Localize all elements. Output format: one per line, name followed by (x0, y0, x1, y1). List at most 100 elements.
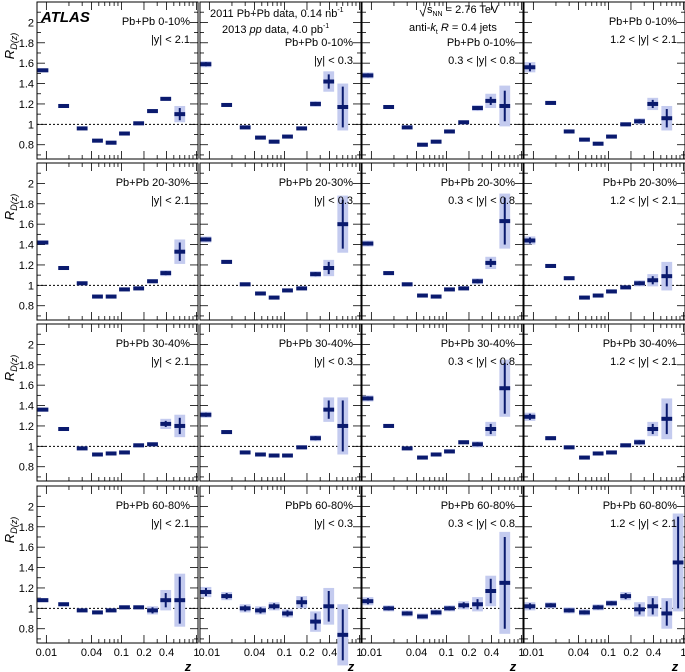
data-point (545, 263, 557, 268)
data-point (119, 605, 130, 610)
panel-rapidity-label: |y| < 0.3 (314, 195, 353, 207)
panel-8: Pb+Pb 20-30% 1.2 < |y| < 2.1 (523, 162, 685, 321)
x-tick-label: 0.04 (81, 647, 102, 659)
data-point (362, 241, 374, 246)
data-point (310, 436, 321, 441)
data-point (239, 282, 251, 287)
panel-frame (36, 485, 199, 644)
x-tick-label: 1 (193, 647, 199, 659)
panel-centrality-label: Pb+Pb 30-40% (603, 338, 678, 350)
data-point (592, 293, 604, 298)
panel-rapidity-label: 0.3 < |y| < 0.8 (448, 518, 515, 530)
data-point (282, 288, 293, 293)
data-point (268, 604, 280, 609)
data-point (37, 240, 49, 245)
data-point (401, 282, 413, 287)
y-tick-label: 0.8 (19, 624, 34, 636)
panel-centrality-label: PbPb 60-80% (285, 500, 353, 512)
panel-frame (199, 485, 362, 644)
svg-text:sNN = 2.76 TeV: sNN = 2.76 TeV (427, 4, 499, 18)
data-point (58, 266, 70, 271)
data-point (563, 129, 575, 134)
data-point (160, 271, 172, 276)
x-axis-label: z (184, 659, 192, 672)
panel-centrality-label: Pb+Pb 60-80% (441, 500, 516, 512)
data-point (174, 598, 186, 603)
panel-centrality-label: Pb+Pb 20-30% (116, 177, 191, 189)
data-point (147, 279, 158, 284)
data-point (661, 274, 673, 279)
data-point (472, 106, 483, 111)
panel-4: Pb+Pb 0-10% 1.2 < |y| < 2.1 (523, 1, 685, 160)
y-tick-label: 2 (28, 501, 34, 513)
data-point (310, 101, 321, 106)
x-tick-label: 1 (680, 647, 685, 659)
panel-13: 0.8 1 1.2 1.4 1.6 1.8 2 RD(z) 0.01 0.04 0.1 0.2 0.4 1… (2, 485, 199, 672)
panel-3: Pb+Pb 0-10% 0.3 < |y| < 0.8 (361, 1, 524, 160)
y-tick-label: 1 (28, 280, 34, 292)
data-point (563, 608, 575, 613)
x-tick-label: 0.1 (114, 647, 129, 659)
y-tick-label: 1.6 (19, 219, 34, 231)
data-point (383, 423, 395, 428)
data-point (458, 603, 470, 608)
data-point (239, 606, 251, 611)
data-point (323, 604, 335, 609)
data-point (606, 134, 617, 139)
data-point (485, 589, 497, 594)
data-point (524, 414, 536, 419)
data-point (634, 281, 645, 286)
data-point (430, 139, 442, 144)
data-point (76, 281, 88, 286)
panel-centrality-label: Pb+Pb 0-10% (285, 37, 353, 49)
data-point (444, 287, 455, 292)
data-point (147, 109, 158, 114)
panel-frame (36, 1, 199, 160)
data-point (200, 590, 212, 595)
y-tick-label: 1.8 (19, 199, 34, 211)
energy-label: sNN = 2.76 TeV (419, 1, 499, 18)
data-point (563, 276, 575, 281)
data-point (323, 407, 335, 412)
panel-frame (523, 1, 685, 160)
data-point (430, 294, 442, 299)
panel-15: 0.01 0.04 0.1 0.2 0.4 1z Pb+Pb 60-80% 0.3 < |y|… (361, 485, 524, 672)
x-axis-label: z (509, 659, 517, 672)
data-point (458, 440, 470, 445)
data-point (92, 294, 103, 299)
data-point (119, 450, 130, 455)
data-point (92, 452, 103, 457)
data-point (147, 442, 158, 447)
data-point (524, 65, 536, 70)
panel-14: 0.01 0.04 0.1 0.2 0.4 1z PbPb 60-80% |y| < 0.3 (199, 485, 362, 672)
panel-rapidity-label: |y| < 2.1 (151, 356, 190, 368)
data-point (105, 294, 117, 299)
y-tick-label: 1.6 (19, 380, 34, 392)
data-point (323, 266, 335, 271)
x-tick-label: 0.4 (646, 647, 661, 659)
data-point (337, 105, 349, 110)
data-point (472, 602, 483, 607)
data-point (430, 452, 442, 457)
data-point (620, 443, 632, 448)
data-point (579, 455, 590, 460)
data-point (485, 427, 497, 432)
y-tick-label: 1.4 (19, 401, 34, 413)
x-tick-label: 0.1 (277, 647, 292, 659)
data-point (92, 610, 103, 615)
data-point (310, 619, 321, 624)
data-point (76, 608, 88, 613)
data-point (337, 632, 349, 637)
panel-1: 0.8 1 1.2 1.4 1.6 1.8 2 RD(z) Pb+Pb 0-10% |y| < 2… (2, 1, 199, 160)
data-point (592, 605, 604, 610)
data-point (563, 445, 575, 450)
panel-frame (199, 162, 362, 321)
data-point (160, 421, 172, 426)
data-point (133, 121, 145, 126)
panel-7: Pb+Pb 20-30% 0.3 < |y| < 0.8 (361, 162, 524, 321)
panel-6: Pb+Pb 20-30% |y| < 0.3 (199, 162, 362, 321)
data-point (221, 259, 233, 264)
panel-rapidity-label: 1.2 < |y| < 2.1 (610, 34, 677, 46)
data-point (606, 601, 617, 606)
atlas-label: ATLAS (40, 9, 90, 26)
